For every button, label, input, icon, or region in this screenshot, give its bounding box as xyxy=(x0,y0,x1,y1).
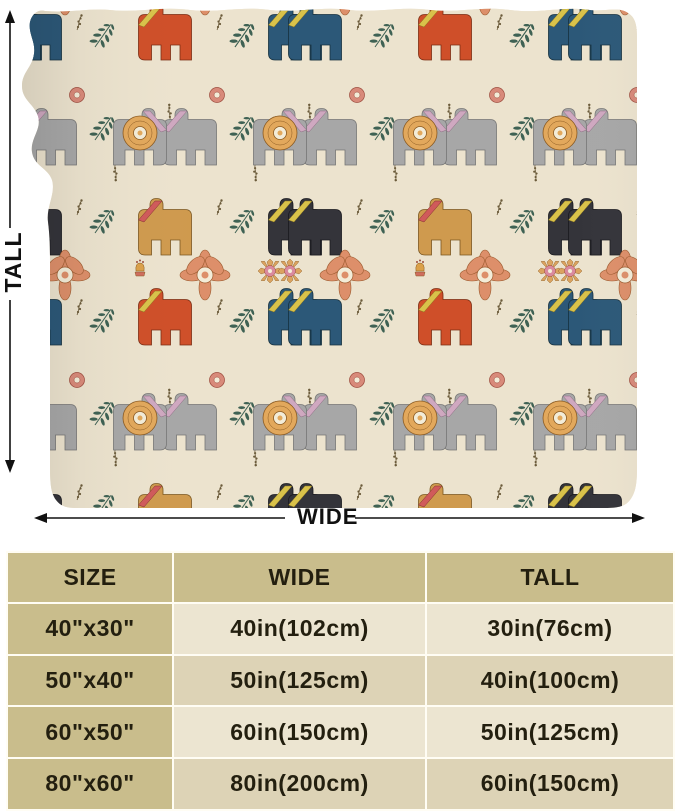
svg-text:TALL: TALL xyxy=(0,231,26,292)
